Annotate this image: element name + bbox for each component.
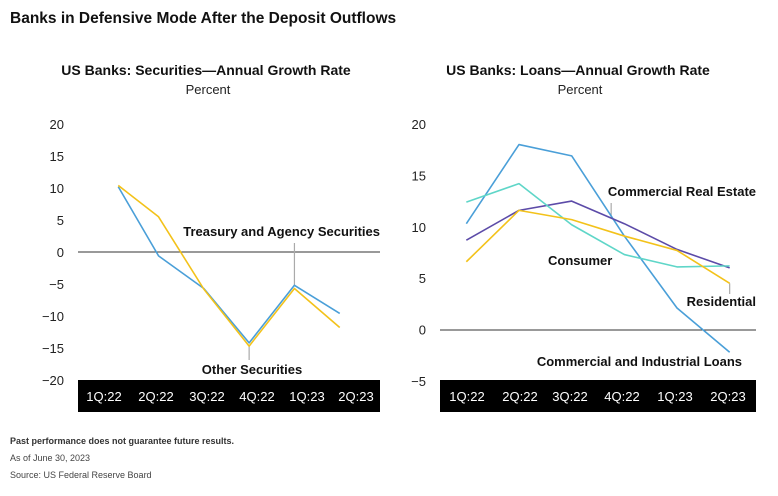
series-line-commercial-real-estate — [465, 200, 730, 269]
securities-y-tick-label: −5 — [49, 277, 64, 292]
loans-x-axis-band — [440, 380, 756, 412]
securities-y-tick-label: 10 — [50, 181, 64, 196]
series-line-residential — [465, 209, 731, 285]
securities-y-tick-label: 0 — [57, 245, 64, 260]
annotation-consumer: Consumer — [548, 253, 612, 268]
loans-x-tick-label: 2Q:22 — [502, 389, 537, 404]
footer-note: Past performance does not guarantee futu… — [10, 436, 235, 446]
securities-chart-title: US Banks: Securities—Annual Growth Rate — [61, 62, 351, 78]
series-line-commercial-and-industrial-loans — [465, 143, 731, 353]
securities-y-tick-label: 20 — [50, 117, 64, 132]
securities-y-tick-label: −15 — [42, 341, 64, 356]
securities-y-tick-label: −20 — [42, 373, 64, 388]
footer-source: Source: US Federal Reserve Board — [10, 470, 152, 480]
securities-y-tick-label: −10 — [42, 309, 64, 324]
securities-chart: US Banks: Securities—Annual Growth Rate … — [42, 62, 380, 412]
securities-chart-subtitle: Percent — [186, 82, 231, 97]
annotation-residential: Residential — [687, 294, 756, 309]
loans-x-tick-label: 3Q:22 — [552, 389, 587, 404]
loans-y-tick-label: 20 — [412, 117, 426, 132]
loans-y-tick-label: 15 — [412, 168, 426, 183]
securities-x-tick-label: 3Q:22 — [189, 389, 224, 404]
annotation-commercial-industrial: Commercial and Industrial Loans — [537, 354, 742, 369]
loans-x-tick-label: 4Q:22 — [604, 389, 639, 404]
loans-y-tick-label: 0 — [419, 323, 426, 338]
loans-y-tick-label: 10 — [412, 220, 426, 235]
annotation-other-securities: Other Securities — [202, 362, 302, 377]
securities-x-axis-band — [78, 380, 380, 412]
series-line-treasury-and-agency-securities — [117, 186, 341, 344]
loans-chart-subtitle: Percent — [558, 82, 603, 97]
annotation-commercial-real-estate: Commercial Real Estate — [608, 184, 756, 199]
securities-y-tick-label: 5 — [57, 213, 64, 228]
securities-x-tick-label: 2Q:23 — [338, 389, 373, 404]
securities-x-tick-label: 2Q:22 — [138, 389, 173, 404]
series-line-consumer — [466, 182, 730, 268]
loans-x-tick-label: 1Q:22 — [449, 389, 484, 404]
loans-y-tick-label: 5 — [419, 271, 426, 286]
securities-x-tick-label: 4Q:22 — [239, 389, 274, 404]
securities-x-tick-label: 1Q:22 — [86, 389, 121, 404]
securities-y-tick-label: 15 — [50, 149, 64, 164]
annotation-treasury-agency: Treasury and Agency Securities — [183, 224, 380, 239]
loans-x-tick-label: 2Q:23 — [710, 389, 745, 404]
loans-x-tick-label: 1Q:23 — [657, 389, 692, 404]
loans-chart: US Banks: Loans—Annual Growth Rate Perce… — [411, 62, 756, 412]
loans-chart-title: US Banks: Loans—Annual Growth Rate — [446, 62, 710, 78]
main-title: Banks in Defensive Mode After the Deposi… — [10, 10, 397, 27]
series-line-other-securities — [117, 184, 341, 347]
loans-y-tick-label: −5 — [411, 374, 426, 389]
securities-x-tick-label: 1Q:23 — [289, 389, 324, 404]
footer-date: As of June 30, 2023 — [10, 453, 91, 463]
